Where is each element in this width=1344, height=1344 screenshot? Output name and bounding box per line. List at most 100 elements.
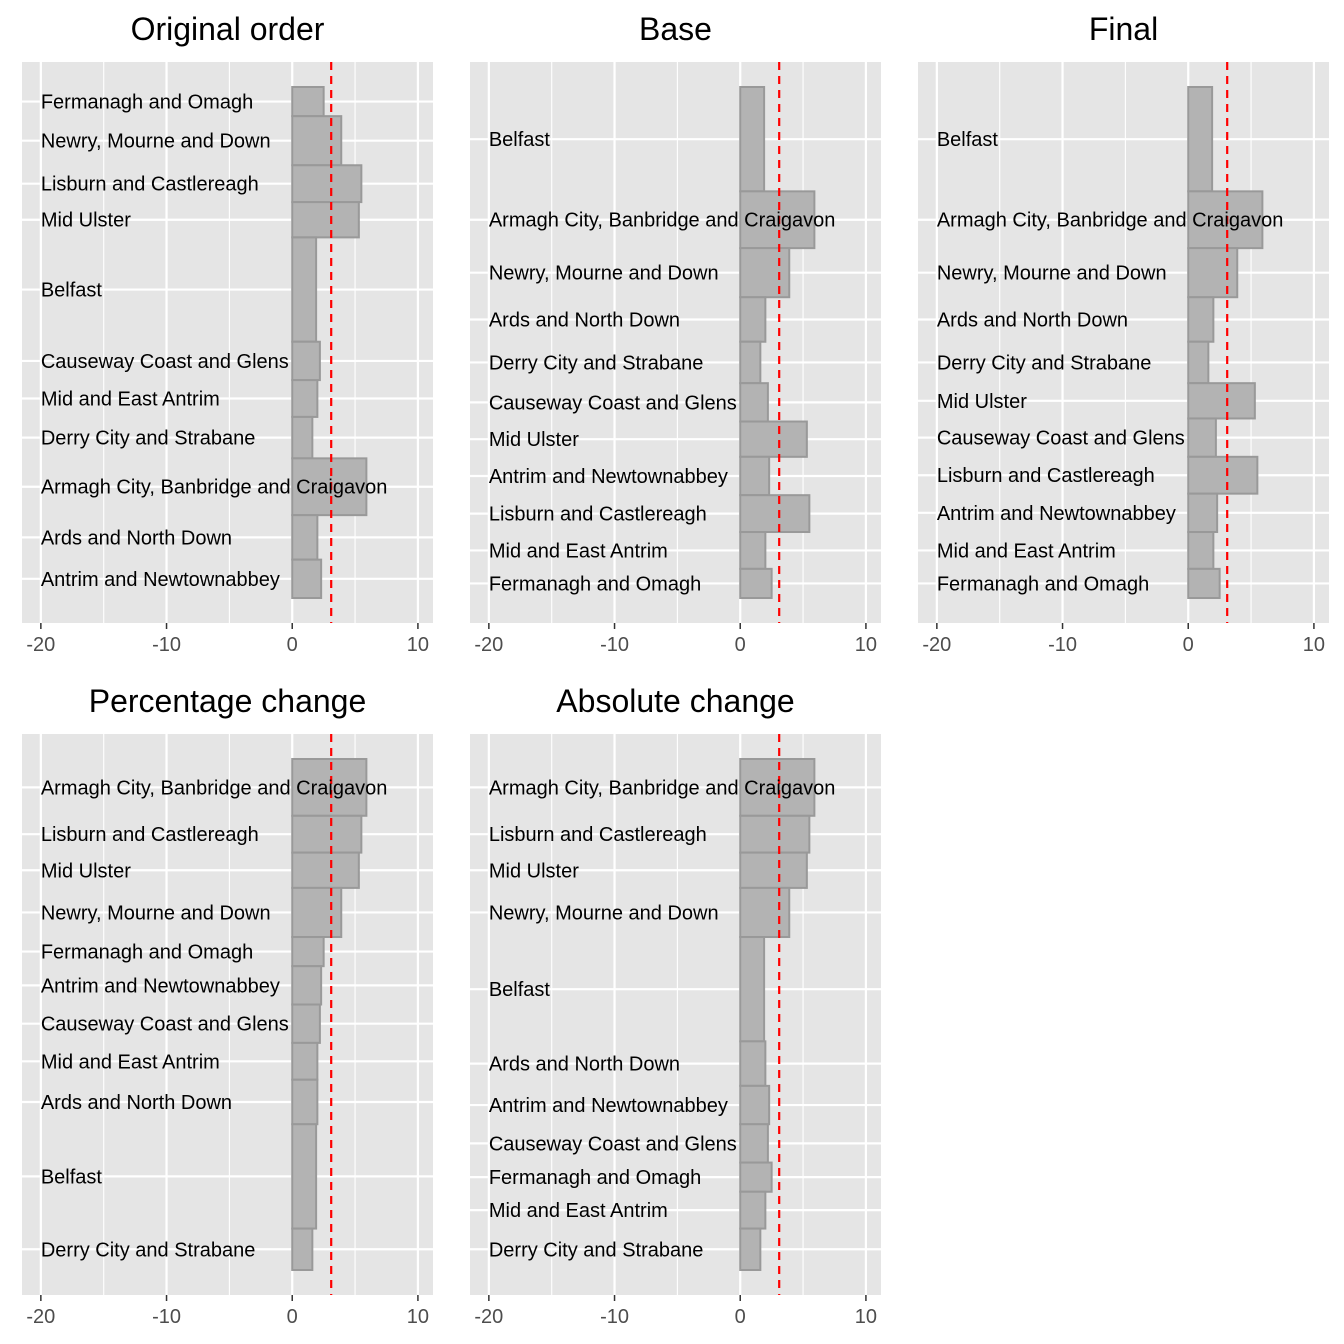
bar (1187, 340, 1210, 385)
bar-label: Mid Ulster (489, 860, 579, 882)
x-tick-label: -10 (152, 634, 181, 656)
bar-label: Newry, Mourne and Down (41, 902, 271, 924)
bar-label: Antrim and Newtownabbey (489, 466, 728, 488)
panel-title: Final (1089, 11, 1158, 47)
bar (739, 851, 808, 889)
bar-label: Mid Ulster (41, 210, 131, 232)
bar-label: Newry, Mourne and Down (937, 263, 1167, 285)
bar-label: Fermanagh and Omagh (937, 573, 1149, 595)
bar-label: Derry City and Strabane (937, 352, 1152, 374)
bar-label: Fermanagh and Omagh (41, 92, 253, 114)
bar-label: Derry City and Strabane (41, 428, 256, 450)
bar-label: Belfast (41, 1166, 103, 1188)
bar (739, 1227, 762, 1272)
bar (739, 886, 791, 939)
bar (739, 936, 766, 1043)
bar (1187, 382, 1256, 420)
bar-label: Mid Ulster (41, 860, 131, 882)
bar (739, 567, 773, 600)
x-tick-label: 10 (407, 1306, 429, 1328)
x-tick-label: -20 (26, 1306, 55, 1328)
bar (739, 247, 791, 299)
bar-label: Ards and North Down (937, 309, 1128, 331)
bar (291, 164, 363, 204)
bar-label: Armagh City, Banbridge and Craigavon (41, 477, 387, 499)
bar-label: Derry City and Strabane (41, 1239, 256, 1261)
x-tick-label: -10 (600, 1306, 629, 1328)
bar-label: Fermanagh and Omagh (41, 942, 253, 964)
x-tick-label: 0 (735, 634, 746, 656)
bar (739, 420, 808, 458)
panel-title: Original order (131, 11, 325, 47)
bar (739, 190, 816, 250)
bar (1187, 417, 1217, 458)
bar-label: Causeway Coast and Glens (489, 392, 737, 414)
bar-label: Belfast (937, 129, 999, 151)
bar (291, 201, 360, 239)
bar (291, 814, 363, 854)
bar (291, 936, 325, 968)
bar-label: Mid Ulster (489, 429, 579, 451)
panel-background (918, 62, 1329, 623)
bar-label: Mid Ulster (937, 391, 1027, 413)
bar (291, 1123, 318, 1230)
x-tick-label: -20 (26, 634, 55, 656)
bar-label: Lisburn and Castlereagh (489, 824, 707, 846)
bar-label: Newry, Mourne and Down (41, 131, 271, 153)
bar (739, 1190, 767, 1230)
bar-label: Mid and East Antrim (41, 389, 220, 411)
x-tick-label: 10 (1303, 634, 1325, 656)
bar (291, 379, 319, 418)
bar (291, 1041, 319, 1081)
bar-label: Causeway Coast and Glens (489, 1133, 737, 1155)
bar (291, 415, 314, 460)
panel-background (22, 734, 433, 1295)
bar (739, 382, 769, 423)
bar-label: Ards and North Down (489, 309, 680, 331)
x-tick-label: 0 (735, 1306, 746, 1328)
bar-label: Fermanagh and Omagh (489, 573, 701, 595)
x-tick-label: -10 (152, 1306, 181, 1328)
bar-label: Mid and East Antrim (41, 1051, 220, 1073)
bar-label: Ards and North Down (41, 1092, 232, 1114)
bar-label: Mid and East Antrim (489, 540, 668, 562)
bar-label: Causeway Coast and Glens (41, 351, 289, 373)
bar-label: Lisburn and Castlereagh (41, 824, 259, 846)
panel-2: Base Belfast Armagh City, Banbridge and Cr… (470, 11, 881, 656)
x-tick-label: 10 (855, 634, 877, 656)
bar-label: Armagh City, Banbridge and Craigavon (489, 777, 835, 799)
bar-label: Antrim and Newtownabbey (41, 975, 280, 997)
x-tick-label: -20 (922, 634, 951, 656)
bar (291, 115, 343, 167)
bar (739, 494, 811, 534)
bar (739, 340, 762, 385)
panel-title: Absolute change (556, 683, 794, 719)
bar (1187, 86, 1214, 193)
bar (739, 1161, 773, 1193)
x-tick-label: -20 (474, 1306, 503, 1328)
bar-label: Belfast (41, 280, 103, 302)
x-tick-label: -20 (474, 634, 503, 656)
bar (739, 455, 771, 497)
panel-5: Absolute change Armagh City, Banbridge an… (470, 683, 881, 1328)
bar (1187, 296, 1215, 343)
bar (291, 340, 321, 382)
x-tick-label: 0 (1183, 634, 1194, 656)
bar (1187, 455, 1259, 495)
bar-label: Armagh City, Banbridge and Craigavon (937, 210, 1283, 232)
bar-label: Fermanagh and Omagh (489, 1167, 701, 1189)
bar-label: Lisburn and Castlereagh (489, 504, 707, 526)
bar (739, 296, 767, 343)
bar-label: Ards and North Down (41, 527, 232, 549)
bar (1187, 190, 1264, 250)
panel-title: Percentage change (89, 683, 367, 719)
bar (1187, 492, 1219, 534)
bar (291, 965, 323, 1006)
bar (739, 1040, 767, 1087)
bar (739, 814, 811, 854)
bar-label: Belfast (489, 129, 551, 151)
panel-3: Final Belfast Armagh City, Banbridge and C… (918, 11, 1329, 656)
bar (291, 886, 343, 939)
bar (739, 1084, 771, 1126)
